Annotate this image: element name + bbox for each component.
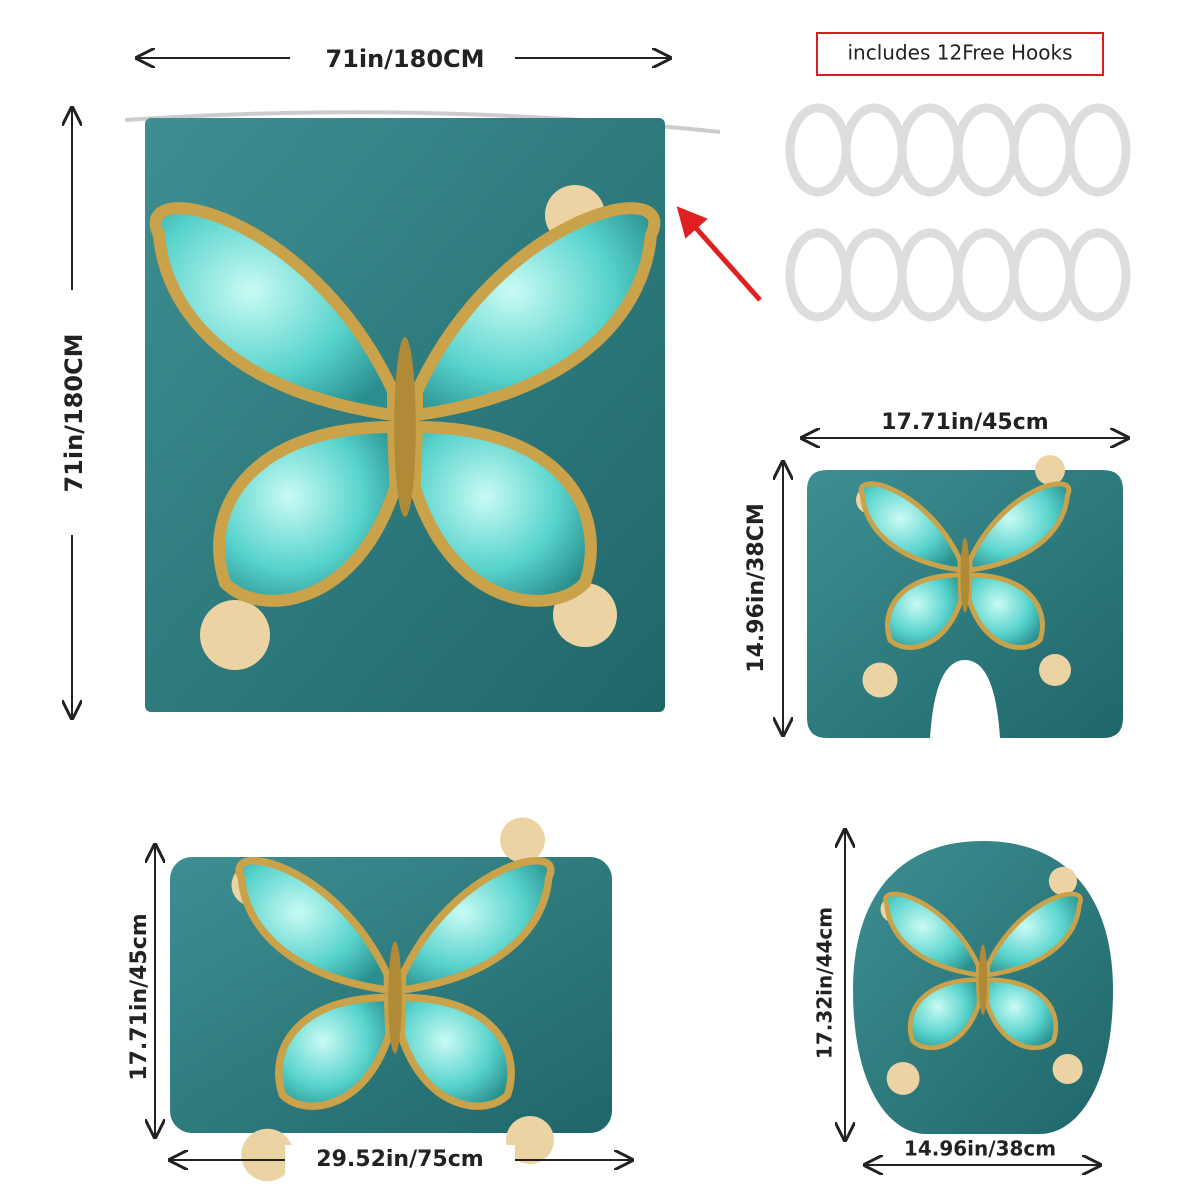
- hooks-box: [816, 32, 1104, 76]
- hook-ring: [1009, 103, 1075, 197]
- bath-mat-height: 17.71in/45cm: [127, 913, 152, 1080]
- hook-ring: [897, 103, 963, 197]
- hook-ring: [953, 103, 1019, 197]
- lid-width: 14.96in/38cm: [904, 1137, 1056, 1161]
- label-bg: [285, 1145, 515, 1175]
- lid-height: 17.32in/44cm: [813, 907, 837, 1059]
- hook-ring: [1009, 228, 1075, 322]
- pointer-arrow: [676, 206, 762, 302]
- bath-mat-width: 29.52in/75cm: [316, 1147, 483, 1172]
- hook-ring: [841, 228, 907, 322]
- hook-ring: [897, 228, 963, 322]
- hook-ring: [1065, 228, 1131, 322]
- hook-ring: [785, 228, 851, 322]
- curtain-width: 71in/180CM: [325, 45, 484, 73]
- hook-ring: [841, 103, 907, 197]
- contour-height: 14.96in/38CM: [744, 503, 769, 672]
- hook-rings: [785, 103, 1131, 322]
- hook-ring: [1065, 103, 1131, 197]
- hooks-label: includes 12Free Hooks: [848, 41, 1073, 65]
- hook-ring: [953, 228, 1019, 322]
- curtain-height: 71in/180CM: [60, 333, 88, 492]
- hook-ring: [785, 103, 851, 197]
- contour-width: 17.71in/45cm: [881, 410, 1048, 435]
